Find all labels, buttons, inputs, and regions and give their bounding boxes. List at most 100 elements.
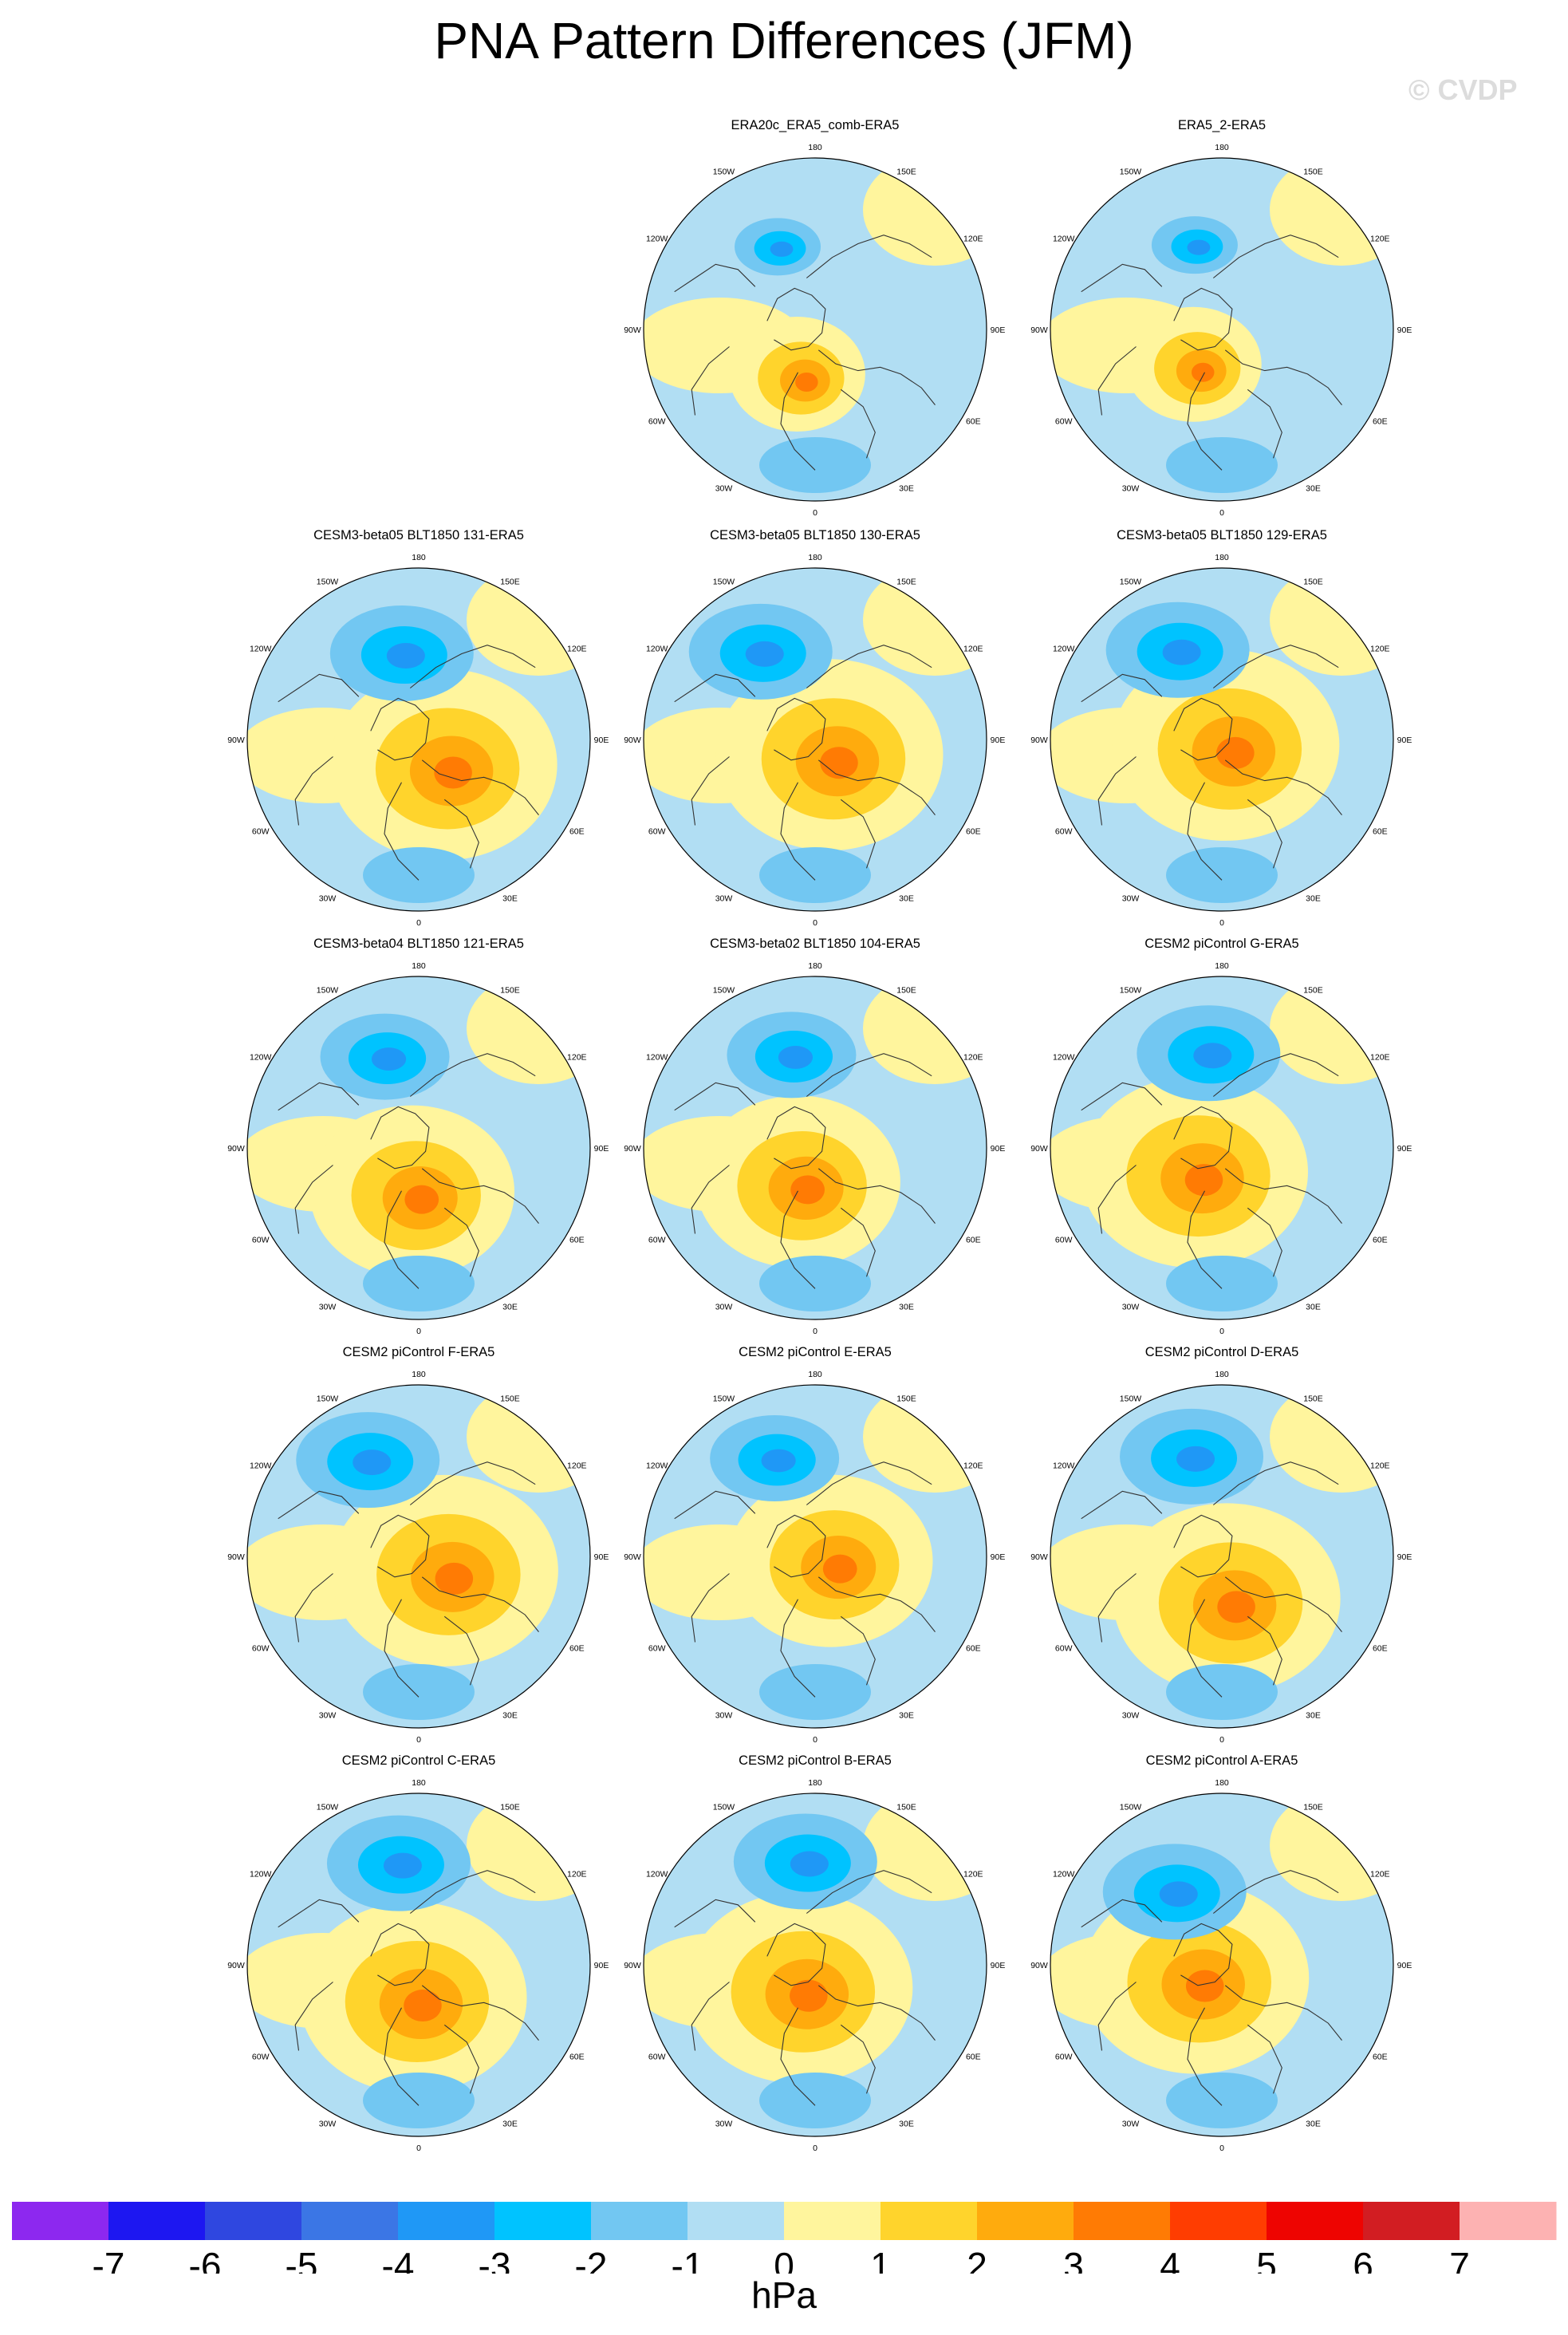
longitude-label: 90W bbox=[624, 1144, 641, 1154]
longitude-label: 90E bbox=[991, 1552, 1006, 1562]
colorbar-swatch bbox=[398, 2202, 495, 2240]
colorbar-swatch bbox=[1170, 2202, 1267, 2240]
longitude-label: 30W bbox=[715, 1302, 733, 1311]
colorbar: -7 -6 -5 -4 -3 -2 -1 0 1 2 3 4 5 6 7 bbox=[0, 2154, 1568, 2335]
longitude-label: 30E bbox=[502, 893, 518, 903]
panel-title: CESM3-beta02 BLT1850 104-ERA5 bbox=[710, 937, 920, 951]
longitude-label: 60W bbox=[1055, 1644, 1073, 1654]
longitude-label: 0 bbox=[813, 1735, 817, 1745]
colorbar-tick-label: 1 bbox=[870, 2245, 891, 2274]
longitude-label: 120W bbox=[646, 1461, 668, 1471]
longitude-label: 90E bbox=[1397, 1552, 1412, 1562]
colorbar-swatch bbox=[301, 2202, 399, 2240]
colorbar-swatch bbox=[881, 2202, 978, 2240]
longitude-label: 30W bbox=[1122, 483, 1140, 493]
colorbar-tick-label: 7 bbox=[1449, 2245, 1470, 2274]
colorbar-tick-label: 5 bbox=[1256, 2245, 1277, 2274]
longitude-label: 90E bbox=[991, 1144, 1006, 1154]
longitude-label: 90E bbox=[594, 1552, 609, 1562]
longitude-label: 0 bbox=[416, 918, 421, 928]
longitude-label: 150W bbox=[1120, 168, 1142, 177]
longitude-label: 90E bbox=[1397, 1144, 1412, 1154]
polar-map: 180 150E 120E 90E 60E 30E 0 30W 60W 90W 120W 150W bbox=[624, 1370, 1006, 1745]
longitude-label: 30E bbox=[1306, 483, 1321, 493]
longitude-label: 120E bbox=[567, 645, 587, 654]
longitude-label: 60E bbox=[1373, 827, 1388, 837]
panel-title: CESM3-beta05 BLT1850 130-ERA5 bbox=[710, 528, 920, 542]
longitude-label: 150W bbox=[713, 1803, 735, 1812]
longitude-label: 150W bbox=[317, 578, 339, 587]
longitude-label: 150E bbox=[500, 986, 520, 996]
longitude-label: 0 bbox=[416, 1735, 421, 1745]
colorbar-swatch bbox=[12, 2202, 109, 2240]
longitude-label: 90W bbox=[227, 1144, 245, 1154]
colorbar-swatch bbox=[108, 2202, 206, 2240]
longitude-label: 30E bbox=[899, 483, 914, 493]
polar-map: 180 150E 120E 90E 60E 30E 0 30W 60W 90W 120W 150W bbox=[624, 553, 1005, 928]
colorbar-swatch bbox=[1460, 2202, 1557, 2240]
panel-title: CESM2 piControl D-ERA5 bbox=[1144, 1345, 1299, 1359]
longitude-label: 90W bbox=[227, 1552, 245, 1562]
longitude-label: 180 bbox=[412, 553, 426, 562]
longitude-label: 30E bbox=[899, 1710, 914, 1720]
longitude-label: 60W bbox=[648, 827, 666, 837]
panel-title: CESM2 piControl B-ERA5 bbox=[739, 1753, 892, 1768]
longitude-label: 180 bbox=[412, 1778, 426, 1788]
longitude-label: 60E bbox=[569, 827, 585, 837]
longitude-label: 150E bbox=[1303, 986, 1323, 996]
longitude-label: 60E bbox=[966, 827, 981, 837]
longitude-label: 150W bbox=[1120, 1394, 1142, 1404]
panel-title: CESM3-beta04 BLT1850 121-ERA5 bbox=[313, 937, 524, 951]
longitude-label: 60W bbox=[1055, 2053, 1073, 2062]
colorbar-tick-label: -3 bbox=[479, 2245, 511, 2274]
longitude-label: 30E bbox=[899, 2119, 914, 2128]
longitude-label: 90E bbox=[991, 1961, 1006, 1970]
longitude-label: 120W bbox=[1053, 1870, 1075, 1879]
longitude-label: 120E bbox=[1370, 645, 1390, 654]
polar-map: 180 150E 120E 90E 60E 30E 0 30W 60W 90W 120W 150W bbox=[227, 1778, 609, 2153]
longitude-label: 180 bbox=[412, 961, 426, 971]
colorbar-tick-label: 3 bbox=[1063, 2245, 1084, 2274]
longitude-label: 120W bbox=[646, 645, 668, 654]
longitude-label: 120W bbox=[250, 645, 272, 654]
longitude-label: 30E bbox=[899, 893, 914, 903]
panel-title: CESM3-beta05 BLT1850 131-ERA5 bbox=[313, 528, 524, 542]
longitude-label: 90W bbox=[624, 325, 641, 335]
longitude-label: 120E bbox=[963, 1053, 983, 1063]
longitude-label: 90W bbox=[624, 736, 641, 745]
colorbar-swatch bbox=[494, 2202, 592, 2240]
longitude-label: 30E bbox=[1306, 2119, 1321, 2128]
longitude-label: 60W bbox=[648, 2053, 666, 2062]
longitude-label: 150E bbox=[500, 1803, 520, 1812]
polar-map: 180 150E 120E 90E 60E 30E 0 30W 60W 90W 120W 150W bbox=[227, 553, 609, 928]
polar-map: 180 150E 120E 90E 60E 30E 0 30W 60W 90W 120W 150W bbox=[624, 961, 1006, 1336]
longitude-label: 90W bbox=[1030, 1144, 1048, 1154]
colorbar-tick-label: -5 bbox=[286, 2245, 318, 2274]
panel-title: CESM2 piControl G-ERA5 bbox=[1144, 937, 1299, 951]
longitude-label: 60E bbox=[966, 1644, 981, 1654]
longitude-label: 150W bbox=[1120, 1803, 1142, 1812]
longitude-label: 120E bbox=[963, 235, 983, 244]
longitude-label: 150W bbox=[1120, 578, 1142, 587]
longitude-label: 60W bbox=[252, 827, 270, 837]
colorbar-tick-label: -1 bbox=[672, 2245, 704, 2274]
longitude-label: 0 bbox=[813, 508, 817, 518]
longitude-label: 150W bbox=[317, 1803, 339, 1812]
longitude-label: 60W bbox=[1055, 827, 1073, 837]
longitude-label: 120E bbox=[567, 1461, 587, 1471]
longitude-label: 150E bbox=[1303, 168, 1323, 177]
longitude-label: 150E bbox=[896, 168, 916, 177]
longitude-label: 120E bbox=[567, 1053, 587, 1063]
longitude-label: 150W bbox=[713, 986, 735, 996]
longitude-label: 30W bbox=[319, 2119, 337, 2128]
longitude-label: 30W bbox=[715, 2119, 733, 2128]
polar-map: 180 150E 120E 90E 60E 30E 0 30W 60W 90W 120W 150W bbox=[227, 1370, 609, 1745]
colorbar-swatch bbox=[205, 2202, 302, 2240]
longitude-label: 30W bbox=[1122, 1302, 1140, 1311]
polar-map: 180 150E 120E 90E 60E 30E 0 30W 60W 90W 120W 150W bbox=[624, 143, 1005, 518]
longitude-label: 120W bbox=[1053, 1053, 1075, 1063]
longitude-label: 120W bbox=[1053, 235, 1075, 244]
longitude-label: 180 bbox=[808, 1778, 822, 1788]
panel-title: CESM2 piControl E-ERA5 bbox=[739, 1345, 892, 1359]
colorbar-swatch bbox=[687, 2202, 785, 2240]
